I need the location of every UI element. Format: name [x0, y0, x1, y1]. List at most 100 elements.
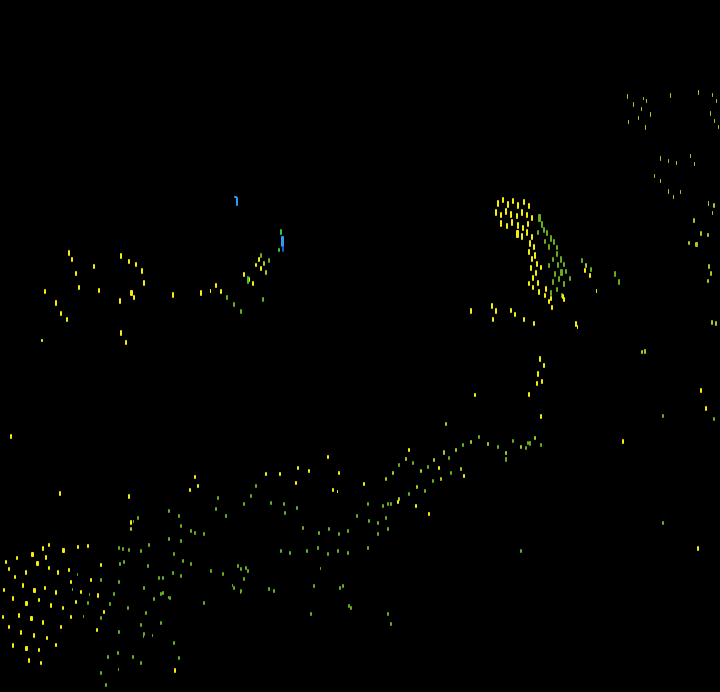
light-streak — [554, 271, 556, 277]
light-streak — [427, 465, 429, 469]
light-streak — [627, 94, 628, 99]
light-streak — [180, 539, 182, 543]
light-streak — [462, 443, 464, 447]
light-streak — [633, 102, 634, 107]
light-streak — [143, 586, 145, 590]
light-streak — [662, 414, 664, 418]
light-streak — [8, 625, 10, 629]
light-streak — [255, 484, 257, 488]
light-streak — [397, 500, 399, 504]
light-streak — [50, 603, 52, 608]
light-streak — [233, 302, 235, 307]
light-streak — [113, 592, 115, 596]
light-streak — [107, 655, 109, 659]
light-streak — [90, 578, 92, 582]
light-streak — [120, 253, 122, 259]
light-streak — [526, 212, 528, 218]
light-streak — [538, 289, 540, 295]
light-streak — [644, 349, 646, 354]
light-streak — [222, 572, 224, 576]
light-streak — [12, 643, 14, 648]
light-streak — [565, 269, 567, 274]
light-streak — [318, 531, 320, 535]
light-streak — [80, 590, 82, 594]
light-streak — [662, 521, 664, 525]
light-streak — [128, 548, 130, 552]
light-streak — [550, 296, 552, 301]
light-streak — [538, 214, 541, 222]
light-streak — [247, 569, 249, 573]
light-streak — [445, 422, 447, 426]
light-streak — [676, 161, 677, 165]
light-streak — [715, 321, 717, 326]
light-streak — [470, 440, 472, 444]
light-streak — [109, 602, 111, 606]
light-streak — [168, 596, 169, 599]
light-streak — [14, 575, 16, 579]
light-streak — [645, 125, 646, 130]
light-streak — [118, 630, 120, 634]
light-streak — [523, 317, 525, 322]
light-streak — [528, 203, 530, 209]
light-streak — [18, 613, 20, 618]
light-streak — [641, 350, 643, 354]
light-streak — [122, 547, 124, 551]
light-streak — [517, 222, 519, 229]
light-streak — [654, 174, 655, 178]
light-streak — [140, 623, 142, 627]
light-streak — [368, 519, 370, 523]
light-streak — [145, 611, 147, 615]
light-streak — [3, 588, 5, 592]
light-streak — [512, 198, 514, 204]
light-streak — [162, 591, 164, 595]
light-streak — [20, 630, 22, 635]
light-streak — [710, 111, 711, 116]
light-streak — [215, 283, 217, 288]
light-streak — [38, 648, 40, 652]
light-streak — [234, 196, 237, 198]
light-streak — [563, 262, 565, 267]
light-streak — [190, 562, 192, 566]
light-streak — [33, 588, 36, 593]
light-streak — [526, 229, 528, 236]
light-streak — [260, 266, 262, 271]
light-streak — [517, 202, 519, 209]
light-streak — [263, 261, 265, 266]
light-streak — [28, 658, 30, 663]
light-streak — [268, 258, 270, 263]
light-streak — [158, 576, 160, 580]
light-streak — [243, 577, 245, 581]
light-streak — [93, 264, 95, 269]
light-streak — [143, 635, 144, 638]
light-streak — [178, 514, 180, 518]
light-streak — [511, 219, 513, 226]
light-streak — [12, 596, 14, 601]
light-streak — [328, 527, 330, 531]
light-streak — [41, 339, 43, 342]
light-streak — [716, 99, 717, 103]
light-streak — [589, 273, 591, 278]
light-streak — [173, 552, 175, 556]
light-streak — [585, 263, 587, 268]
light-streak — [690, 154, 691, 158]
light-streak — [233, 586, 235, 590]
light-streak — [392, 471, 394, 475]
light-streak — [55, 590, 57, 595]
light-streak — [537, 280, 539, 286]
light-streak — [22, 583, 24, 588]
light-streak — [529, 240, 531, 247]
light-streak — [78, 285, 80, 290]
light-streak — [528, 249, 530, 255]
light-streak — [516, 213, 518, 219]
light-streak — [284, 511, 286, 515]
light-streak — [584, 268, 586, 273]
light-streak — [474, 393, 476, 397]
light-streak — [548, 244, 550, 250]
light-streak — [152, 634, 153, 637]
light-streak — [432, 479, 434, 483]
light-streak — [265, 472, 267, 476]
light-streak — [243, 272, 245, 277]
light-streak — [550, 235, 552, 242]
